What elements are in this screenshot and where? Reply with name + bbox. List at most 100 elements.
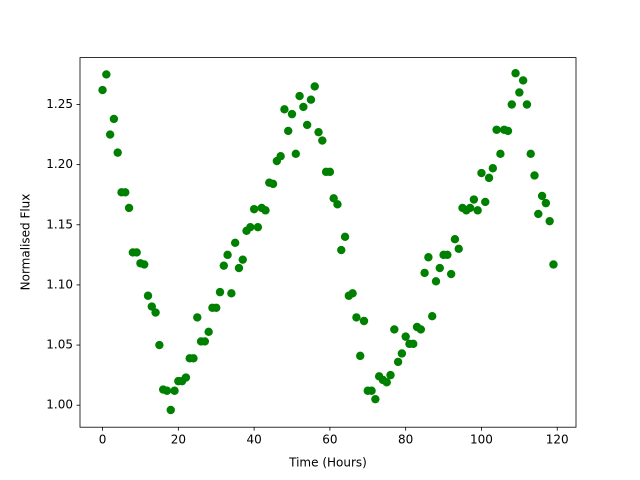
point [359,316,369,326]
point [143,291,153,300]
point [367,386,376,395]
x-tick-label: 80 [398,433,413,447]
point [124,203,134,213]
point [424,253,433,262]
point [352,313,361,322]
point [121,188,130,197]
point [530,171,539,180]
x-tick-label: 120 [546,433,569,447]
point [443,250,452,260]
y-tick-label: 1.25 [46,97,73,111]
point [291,149,300,159]
point [435,263,444,273]
point [166,405,175,415]
x-tick-label: 0 [99,433,107,447]
point [102,70,111,79]
point [193,313,202,322]
y-tick-label: 1.10 [46,277,73,291]
y-tick-label: 1.00 [46,398,73,412]
x-tick-label: 40 [246,433,261,447]
point [151,308,160,317]
point [181,373,191,382]
point [318,136,327,145]
point [340,232,350,242]
point [537,191,547,201]
axes-frame [79,57,577,428]
point [105,130,115,139]
point [549,260,558,269]
point [526,149,535,159]
point [446,269,456,279]
point [246,222,255,232]
y-tick-label: 1.20 [46,157,73,171]
point [253,222,263,232]
point [276,152,285,161]
point [545,216,554,226]
point [492,125,501,134]
point [162,386,172,395]
point [534,209,543,219]
point [428,311,437,321]
point [204,327,213,337]
point [348,289,357,298]
point [155,340,164,350]
point [465,203,475,213]
point [189,354,198,363]
point [238,255,247,264]
point [200,337,210,346]
point [310,82,319,91]
point [386,370,395,380]
point [295,91,304,101]
point [518,76,528,85]
point [329,194,338,203]
point [219,261,228,270]
point [109,114,119,124]
point [261,206,270,215]
y-axis-label: Normalised Flux [19,194,33,291]
point [515,88,524,97]
point [382,378,391,387]
point [371,394,380,404]
point [390,325,399,334]
point [431,277,441,286]
point [401,332,410,341]
point [337,245,346,255]
point [541,198,551,208]
point [230,238,240,248]
point [306,95,316,104]
point [511,69,520,78]
point [299,102,308,112]
point [325,167,335,177]
point [416,325,426,334]
x-tick-label: 60 [322,433,337,447]
point [268,179,278,189]
point [147,302,157,311]
point [496,149,505,159]
point [223,250,232,260]
point [507,100,516,109]
point [397,349,407,358]
point [212,303,221,312]
point [503,126,513,136]
point [170,386,179,395]
x-tick-label: 100 [470,433,493,447]
point [481,197,490,207]
y-tick-label: 1.15 [46,217,73,231]
point [477,168,486,178]
point [113,148,122,157]
point [302,120,312,130]
point [393,357,403,367]
point [284,126,293,136]
point [454,244,463,254]
point [227,289,236,298]
point [280,105,289,114]
point [420,268,429,278]
point [469,195,479,204]
point [287,109,297,119]
point [249,204,259,214]
point [356,351,365,361]
point [140,260,149,269]
point [314,127,323,137]
point [450,235,460,244]
